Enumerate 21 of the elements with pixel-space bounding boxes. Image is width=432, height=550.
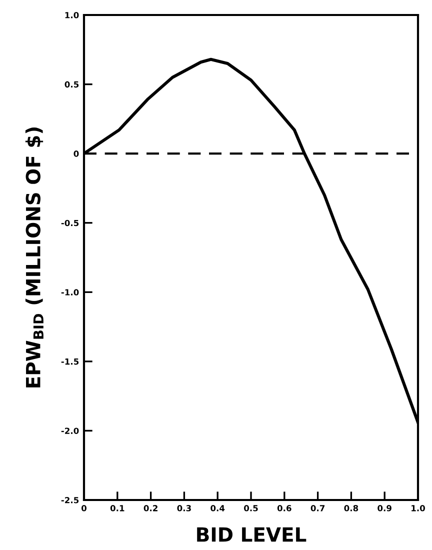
x-axis-title: BID LEVEL (197, 527, 306, 542)
y-tick-label: -2.5 (61, 496, 79, 504)
x-tick-label: 0.7 (310, 505, 325, 512)
x-tick-label: 0.1 (110, 505, 124, 512)
x-tick-label: 1.0 (412, 505, 425, 512)
y-tick-label: -1.0 (61, 289, 79, 296)
y-axis-title: EPW$_{BID}$ (MILLIONS OF $) (25, 128, 44, 388)
x-tick-label: 0.8 (344, 505, 358, 512)
y-tick-label: -1.5 (61, 358, 79, 365)
x-tick-label: 0.2 (144, 505, 158, 512)
y-tick-label: 0.5 (64, 81, 79, 88)
x-tick-label: 0.5 (244, 505, 258, 512)
y-tick-label: 0 (74, 150, 79, 157)
x-tick-label: 0.6 (277, 505, 292, 512)
x-tick-label: 0.9 (378, 505, 392, 512)
x-tick-label: 0 (82, 505, 86, 512)
x-tick-label: 0.3 (177, 505, 191, 512)
y-tick-label: -2.0 (61, 428, 79, 434)
y-tick-label: 1.0 (65, 12, 79, 18)
y-tick-label: -0.5 (61, 220, 79, 226)
x-tick-label: 0.4 (210, 505, 225, 512)
